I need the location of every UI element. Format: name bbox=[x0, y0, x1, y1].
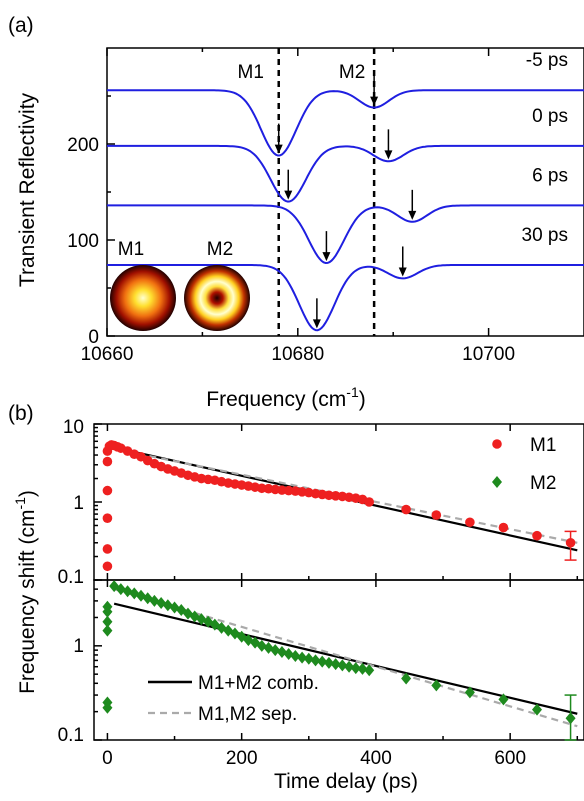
panel-a-plot: 10660 10680 10700 0 100 200 M1 M2 -5 ps 0 ps 6 ps 3… bbox=[67, 47, 584, 365]
x-tick-label: 0 bbox=[102, 748, 113, 769]
m2-data-point bbox=[102, 624, 113, 637]
m2-data-point bbox=[270, 644, 281, 657]
x-tick-label: 200 bbox=[226, 748, 258, 769]
legend-m1-label: M1 bbox=[530, 435, 556, 456]
m2-data-point bbox=[323, 656, 334, 669]
m1-data-point bbox=[532, 530, 542, 541]
m2-data-point bbox=[357, 662, 368, 675]
separate-fit-line bbox=[113, 447, 578, 544]
y-tick-label: 1 bbox=[73, 493, 84, 514]
panel-a-ylabel: Transient Reflectivity bbox=[16, 92, 39, 287]
legend-comb-label: M1+M2 comb. bbox=[198, 673, 319, 694]
y-tick-label: 100 bbox=[67, 231, 99, 252]
legend-sep-label: M1,M2 sep. bbox=[198, 704, 297, 725]
m2-data-point bbox=[431, 679, 442, 692]
reflectivity-curve bbox=[107, 144, 584, 203]
panel-b-frame bbox=[93, 423, 584, 581]
mode-label-m1: M1 bbox=[238, 62, 264, 83]
inset-label-m1: M1 bbox=[118, 239, 144, 260]
reflectivity-curve bbox=[107, 264, 584, 332]
y-tick-label: 200 bbox=[67, 135, 99, 156]
m2-data-point bbox=[330, 658, 341, 671]
m2-data-point bbox=[102, 615, 113, 628]
m2-data-point bbox=[102, 600, 113, 613]
y-tick-label: 0.1 bbox=[58, 567, 84, 588]
dip-arrow-head bbox=[312, 319, 321, 329]
reflectivity-curve bbox=[107, 204, 584, 265]
y-tick-label: 0 bbox=[88, 327, 99, 348]
m2-data-point bbox=[498, 693, 509, 706]
y-tick-label: 0.1 bbox=[58, 725, 84, 746]
panel-b-plot: 10 1 0.1 1 0.1 0 200 400 600 M1 M2 M1+M2 comb. M1,M2… bbox=[58, 417, 584, 769]
m2-data-point bbox=[532, 703, 543, 716]
dip-arrow-head bbox=[284, 190, 293, 200]
m2-data-point bbox=[283, 647, 294, 660]
panel-a-label: (a) bbox=[8, 14, 34, 37]
m2-data-point bbox=[297, 651, 308, 664]
m2-data-point bbox=[464, 686, 475, 699]
m2-data-point bbox=[276, 645, 287, 658]
dip-arrow-head bbox=[322, 252, 331, 262]
m2-data-point bbox=[102, 696, 113, 709]
m1-data-point bbox=[498, 522, 509, 533]
x-tick-label: 10680 bbox=[271, 344, 324, 365]
panel-b-ylabel: Frequency shift (cm-1) bbox=[12, 490, 39, 694]
panel-b-label: (b) bbox=[8, 402, 34, 425]
y-tick-label: 1 bbox=[73, 636, 84, 657]
m2-data-point bbox=[310, 654, 321, 667]
y-tick-label: 10 bbox=[63, 417, 84, 438]
mode-label-m2: M2 bbox=[339, 62, 365, 83]
m1-data-point bbox=[401, 504, 411, 515]
m2-data-point bbox=[344, 660, 355, 673]
legend-m1-marker bbox=[492, 439, 502, 449]
x-tick-label: 600 bbox=[494, 748, 526, 769]
legend-m2-label: M2 bbox=[530, 473, 556, 494]
dip-arrow-head bbox=[274, 144, 283, 154]
m1-data-point bbox=[102, 513, 113, 523]
curve-label: 0 ps bbox=[532, 106, 568, 127]
x-tick-label: 400 bbox=[360, 748, 392, 769]
m2-data-point bbox=[303, 652, 314, 665]
panel-a-xlabel: Frequency (cm-1) bbox=[206, 384, 366, 411]
separate-fit-line bbox=[113, 588, 578, 728]
m2-data-point bbox=[290, 649, 301, 662]
m2-data-point bbox=[401, 672, 412, 685]
m1-data-point bbox=[364, 497, 375, 507]
curve-label: -5 ps bbox=[526, 50, 568, 71]
inset-label-m2: M2 bbox=[207, 239, 233, 260]
dip-arrow-head bbox=[408, 210, 417, 220]
x-tick-label: 10700 bbox=[462, 344, 515, 365]
m1-data-point bbox=[102, 544, 113, 554]
dip-arrow-head bbox=[398, 267, 407, 277]
m1-data-point bbox=[102, 456, 113, 467]
dip-arrow-head bbox=[384, 150, 393, 160]
m1-mode-profile bbox=[110, 265, 176, 331]
m2-data-point bbox=[350, 662, 361, 675]
m1-data-point bbox=[465, 517, 475, 528]
m2-data-point bbox=[317, 655, 328, 668]
m1-data-point bbox=[102, 561, 113, 572]
reflectivity-curve bbox=[107, 89, 584, 157]
m1-data-point bbox=[431, 510, 442, 520]
dip-arrow-head bbox=[370, 96, 379, 106]
m2-mode-profile bbox=[184, 265, 250, 331]
curve-label: 30 ps bbox=[522, 225, 568, 246]
curve-label: 6 ps bbox=[532, 165, 568, 186]
x-tick-label: 10660 bbox=[81, 344, 134, 365]
panel-b-xlabel: Time delay (ps) bbox=[274, 770, 418, 793]
legend-m2-marker bbox=[492, 476, 502, 488]
m2-data-point bbox=[337, 659, 348, 672]
m2-data-point bbox=[364, 664, 375, 677]
m1-data-point bbox=[102, 485, 113, 496]
